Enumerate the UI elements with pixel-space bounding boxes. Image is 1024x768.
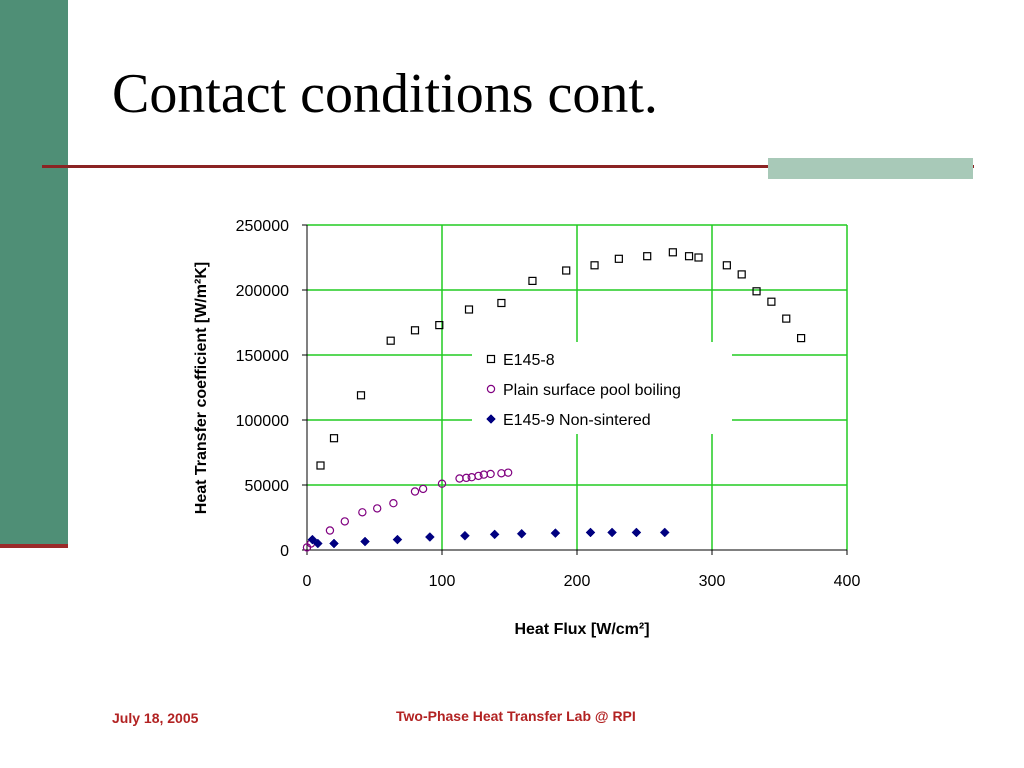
data-point — [389, 499, 398, 508]
data-point — [631, 527, 642, 538]
data-point — [460, 530, 470, 541]
side-accent-line — [0, 544, 68, 548]
data-point — [329, 538, 339, 549]
chart-points — [302, 248, 806, 552]
data-point — [486, 469, 495, 479]
data-point — [782, 314, 791, 323]
data-point — [325, 526, 335, 535]
data-point — [410, 487, 420, 496]
legend-marker — [486, 354, 496, 364]
data-point — [392, 534, 403, 545]
data-point — [550, 528, 561, 538]
slide-title: Contact conditions cont. — [112, 63, 658, 125]
legend-label: Plain surface pool boiling — [503, 382, 681, 399]
data-point — [360, 536, 370, 547]
x-tick-label: 0 — [303, 573, 312, 590]
chart-ticks: 0 100 200 300 400 0 50000 100000 150000 200000 250… — [236, 218, 861, 590]
y-tick-label: 50000 — [245, 478, 290, 495]
data-point — [340, 517, 349, 526]
data-point — [418, 484, 428, 494]
legend-label: E145-9 Non-sintered — [503, 412, 651, 429]
side-accent-bar — [0, 0, 68, 548]
data-point — [722, 261, 731, 270]
data-point — [796, 334, 806, 343]
data-point — [607, 527, 617, 538]
y-tick-label: 250000 — [236, 218, 289, 235]
data-point — [329, 434, 339, 443]
data-point — [684, 252, 694, 261]
data-point — [455, 474, 464, 483]
data-point — [497, 469, 506, 478]
data-point — [752, 287, 761, 296]
x-tick-label: 400 — [834, 573, 861, 590]
data-point — [489, 529, 500, 540]
chart-legend: E145-8 Plain surface pool boiling E145-9 N… — [472, 342, 732, 434]
data-point — [358, 508, 367, 517]
data-point — [694, 253, 703, 262]
data-point — [386, 336, 395, 345]
data-point — [435, 321, 444, 330]
data-point — [668, 248, 677, 257]
data-point — [516, 528, 527, 539]
data-point — [643, 252, 652, 261]
x-tick-label: 200 — [564, 573, 591, 590]
data-point — [373, 504, 382, 513]
x-tick-label: 100 — [429, 573, 456, 590]
data-point — [356, 391, 366, 400]
data-point — [410, 326, 420, 335]
legend-marker — [486, 414, 496, 424]
data-point — [316, 461, 325, 470]
y-tick-label: 100000 — [236, 413, 289, 430]
title-divider — [42, 165, 974, 168]
data-point — [528, 276, 537, 285]
data-point — [590, 261, 599, 270]
data-point — [659, 527, 670, 538]
x-tick-label: 300 — [699, 573, 726, 590]
y-tick-label: 150000 — [236, 348, 289, 365]
y-tick-label: 200000 — [236, 283, 289, 300]
legend-label: E145-8 — [503, 352, 555, 369]
data-point — [437, 479, 447, 488]
data-point — [312, 538, 323, 549]
data-point — [767, 297, 776, 306]
y-tick-label: 0 — [280, 543, 289, 560]
legend-box — [472, 342, 732, 434]
chart-axis-labels: Heat Flux [W/cm²] Heat Transfer coefficie… — [193, 262, 650, 638]
data-point — [497, 298, 506, 308]
data-point — [462, 473, 471, 483]
data-point — [464, 305, 474, 314]
data-point — [737, 270, 746, 279]
footer-date: July 18, 2005 — [112, 710, 199, 726]
data-point — [467, 473, 476, 482]
data-point — [614, 254, 623, 263]
data-point — [503, 468, 513, 477]
data-point — [562, 266, 571, 275]
y-axis-label: Heat Transfer coefficient [W/m²K] — [193, 262, 210, 514]
data-point — [585, 527, 596, 538]
legend-marker — [486, 384, 496, 394]
footer-lab-name: Two-Phase Heat Transfer Lab @ RPI — [396, 708, 636, 724]
data-point — [424, 532, 435, 542]
title-accent-block — [768, 158, 973, 179]
x-axis-label: Heat Flux [W/cm²] — [514, 621, 649, 638]
data-point — [474, 471, 483, 481]
